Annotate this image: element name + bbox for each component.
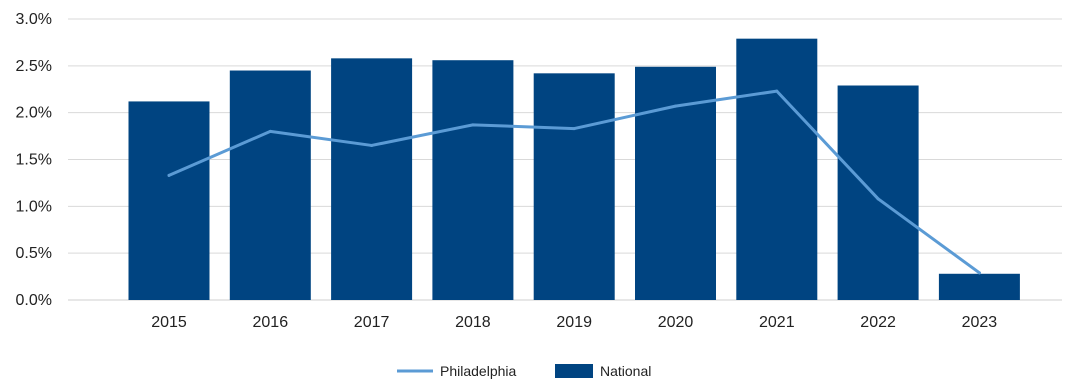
legend-label-philadelphia: Philadelphia: [440, 363, 516, 379]
point-philadelphia-2021: [775, 89, 779, 93]
x-axis-ticks: 2015 2016 2017 2018 2019 2020 2021 2022 2023: [151, 314, 997, 331]
x-tick-label: 2017: [354, 314, 390, 331]
bar-national-2022: [837, 85, 919, 301]
x-tick-label: 2022: [860, 314, 896, 331]
y-tick-label: 1.0%: [16, 198, 52, 215]
bar-national-2015: [128, 101, 210, 300]
line-philadelphia: [167, 89, 981, 275]
y-tick-label: 0.5%: [16, 245, 52, 262]
point-philadelphia-2019: [572, 127, 576, 131]
bar-national-2018: [432, 60, 514, 300]
legend-label-national: National: [600, 363, 651, 379]
legend-marker-national: [555, 364, 593, 378]
point-philadelphia-2022: [876, 197, 880, 201]
y-axis-ticks: 0.0% 0.5% 1.0% 1.5% 2.0% 2.5% 3.0%: [16, 11, 52, 309]
legend: Philadelphia National: [397, 363, 651, 379]
x-tick-label: 2021: [759, 314, 795, 331]
bar-national-2019: [533, 73, 615, 301]
x-tick-label: 2020: [658, 314, 694, 331]
bar-national-2023: [938, 273, 1020, 300]
bar-national-2017: [331, 58, 413, 301]
x-tick-label: 2016: [253, 314, 289, 331]
bar-national-2016: [229, 70, 311, 301]
y-tick-label: 2.5%: [16, 58, 52, 75]
point-philadelphia-2017: [370, 143, 374, 147]
point-philadelphia-2015: [167, 173, 171, 177]
y-tick-label: 0.0%: [16, 292, 52, 309]
point-philadelphia-2016: [268, 129, 272, 133]
x-tick-label: 2015: [151, 314, 187, 331]
point-philadelphia-2018: [471, 123, 475, 127]
x-tick-label: 2019: [556, 314, 592, 331]
bars-national: [128, 38, 1020, 301]
y-tick-label: 3.0%: [16, 11, 52, 28]
y-tick-label: 2.0%: [16, 105, 52, 122]
point-philadelphia-2023: [977, 271, 981, 275]
y-tick-label: 1.5%: [16, 152, 52, 169]
bar-national-2021: [736, 38, 818, 301]
x-tick-label: 2018: [455, 314, 491, 331]
point-philadelphia-2020: [674, 104, 677, 108]
x-tick-label: 2023: [962, 314, 998, 331]
